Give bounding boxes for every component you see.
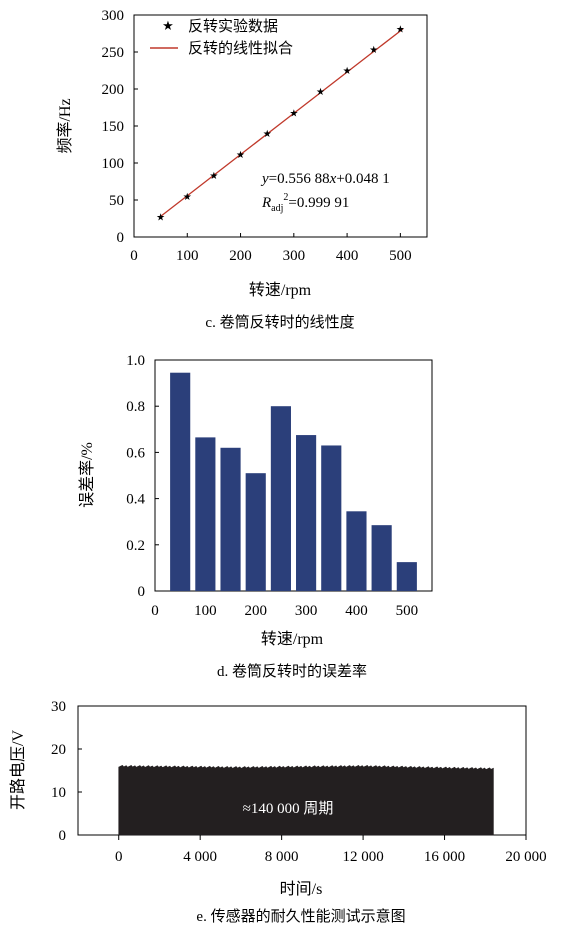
chart-c-caption: c. 卷筒反转时的线性度 [205, 314, 354, 331]
chart-c-xtick-label: 500 [389, 248, 412, 264]
chart-e-ytick-label: 30 [51, 699, 66, 715]
chart-c-data-point: ★ [343, 66, 352, 77]
legend-entry-fit: 反转的线性拟合 [188, 40, 293, 57]
chart-c-ytick-label: 50 [109, 193, 124, 209]
chart-d-xtick-label: 400 [345, 603, 368, 619]
chart-c-xtick-label: 100 [176, 248, 199, 264]
chart-e-xtick-label: 0 [115, 849, 123, 865]
chart-c-ylabel: 频率/Hz [56, 98, 74, 153]
chart-c-xtick-label: 300 [283, 248, 306, 264]
chart-d-caption: d. 卷筒反转时的误差率 [217, 663, 367, 680]
chart-c-xtick-label: 200 [229, 248, 252, 264]
chart-d-bar [321, 445, 342, 591]
chart-d-ytick-label: 1.0 [126, 353, 145, 369]
chart-d-bar [346, 511, 367, 591]
chart-c-ticks: 0 100 200 300 400 500 0 50 100 150 200 250 300 [102, 8, 412, 264]
chart-d-xtick-label: 300 [295, 603, 318, 619]
chart-c-data-point: ★ [396, 24, 405, 35]
chart-d-xtick-label: 0 [151, 603, 159, 619]
chart-c-equation: y=0.556 88x+0.048 1 [260, 171, 390, 187]
chart-d-ytick-label: 0.8 [126, 399, 145, 415]
chart-c-xlabel: 转速/rpm [249, 281, 312, 299]
chart-e-annotation: ≈140 000 周期 [243, 800, 334, 817]
chart-d: 0 100 200 300 400 500 0 0.2 0.4 0.6 0.8 1.0 误差率/% 转… [78, 353, 433, 680]
chart-d-ytick-label: 0.4 [126, 492, 145, 508]
chart-c-xtick-label: 0 [130, 248, 138, 264]
chart-d-xtick-label: 100 [194, 603, 217, 619]
chart-d-bar [195, 437, 216, 591]
chart-c-marks: ★ ★ ★ ★ ★ ★ ★ ★ ★ ★ [156, 24, 405, 223]
chart-e-ticks: 0 4 000 8 000 12 000 16 000 20 000 0 10 20 30 [51, 699, 547, 865]
chart-d-bar [371, 525, 392, 591]
chart-c-data-point: ★ [156, 213, 165, 224]
chart-c-data-point: ★ [209, 171, 218, 182]
chart-c-ytick-label: 0 [117, 230, 125, 246]
r-value: =0.999 91 [288, 195, 349, 211]
r-letter: R [261, 195, 271, 211]
chart-d-ticks: 0 100 200 300 400 500 0 0.2 0.4 0.6 0.8 1.0 [126, 353, 418, 619]
legend-entry-data: 反转实验数据 [188, 18, 278, 35]
chart-c-ytick-label: 100 [102, 156, 125, 172]
r-sub: adj [271, 203, 283, 214]
r-sup: 2 [283, 192, 288, 203]
chart-d-plot-frame [154, 359, 433, 592]
chart-d-bar [170, 372, 191, 591]
chart-e-xtick-label: 20 000 [505, 849, 546, 865]
chart-c-ytick-label: 250 [102, 45, 125, 61]
chart-e-marks [118, 764, 494, 836]
chart-e-ylabel: 开路电压/V [9, 730, 27, 810]
eq-slope: =0.556 88 [269, 171, 330, 187]
chart-e-signal-area [118, 764, 494, 836]
chart-c-ytick-label: 150 [102, 119, 125, 135]
chart-d-bar [396, 562, 417, 591]
chart-c-xtick-label: 400 [336, 248, 359, 264]
chart-c-data-point: ★ [289, 108, 298, 119]
chart-c-fit-line [160, 28, 404, 217]
chart-e-ytick-label: 10 [51, 785, 66, 801]
chart-d-ytick-label: 0.6 [126, 445, 145, 461]
chart-d-bar [270, 406, 291, 591]
chart-e-xtick-label: 4 000 [183, 849, 217, 865]
chart-d-bar [245, 473, 266, 591]
chart-e-ytick-label: 20 [51, 742, 66, 758]
chart-c-data-point: ★ [183, 192, 192, 203]
chart-d-ylabel: 误差率/% [78, 442, 96, 508]
chart-d-marks [170, 372, 417, 591]
eq-x: x [329, 171, 337, 187]
chart-c-legend: ★ 反转实验数据 反转的线性拟合 [150, 18, 293, 57]
legend-marker-star: ★ [162, 18, 174, 33]
chart-e-xlabel: 时间/s [280, 880, 323, 898]
chart-e: 0 4 000 8 000 12 000 16 000 20 000 0 10 20 30 ≈14… [9, 699, 547, 925]
chart-e-xtick-label: 12 000 [342, 849, 383, 865]
eq-y: y [260, 171, 269, 187]
eq-intercept: +0.048 1 [336, 171, 389, 187]
chart-d-xlabel: 转速/rpm [261, 630, 324, 648]
chart-d-bar [220, 447, 241, 591]
chart-c-data-point: ★ [263, 129, 272, 140]
chart-c-data-point: ★ [369, 45, 378, 56]
chart-c-r2: Radj2=0.999 91 [261, 192, 349, 214]
chart-c-ytick-label: 300 [102, 8, 125, 24]
chart-d-xtick-label: 200 [244, 603, 267, 619]
chart-c-data-point: ★ [316, 87, 325, 98]
chart-e-xtick-label: 8 000 [265, 849, 299, 865]
chart-d-xtick-label: 500 [396, 603, 419, 619]
chart-e-xtick-label: 16 000 [424, 849, 465, 865]
chart-c-ytick-label: 200 [102, 82, 125, 98]
chart-e-caption: e. 传感器的耐久性能测试示意图 [196, 907, 405, 925]
chart-d-ytick-label: 0 [138, 584, 146, 600]
chart-e-ytick-label: 0 [59, 828, 67, 844]
chart-d-bar [296, 435, 317, 591]
chart-c-data-point: ★ [236, 150, 245, 161]
chart-d-ytick-label: 0.2 [126, 538, 145, 554]
